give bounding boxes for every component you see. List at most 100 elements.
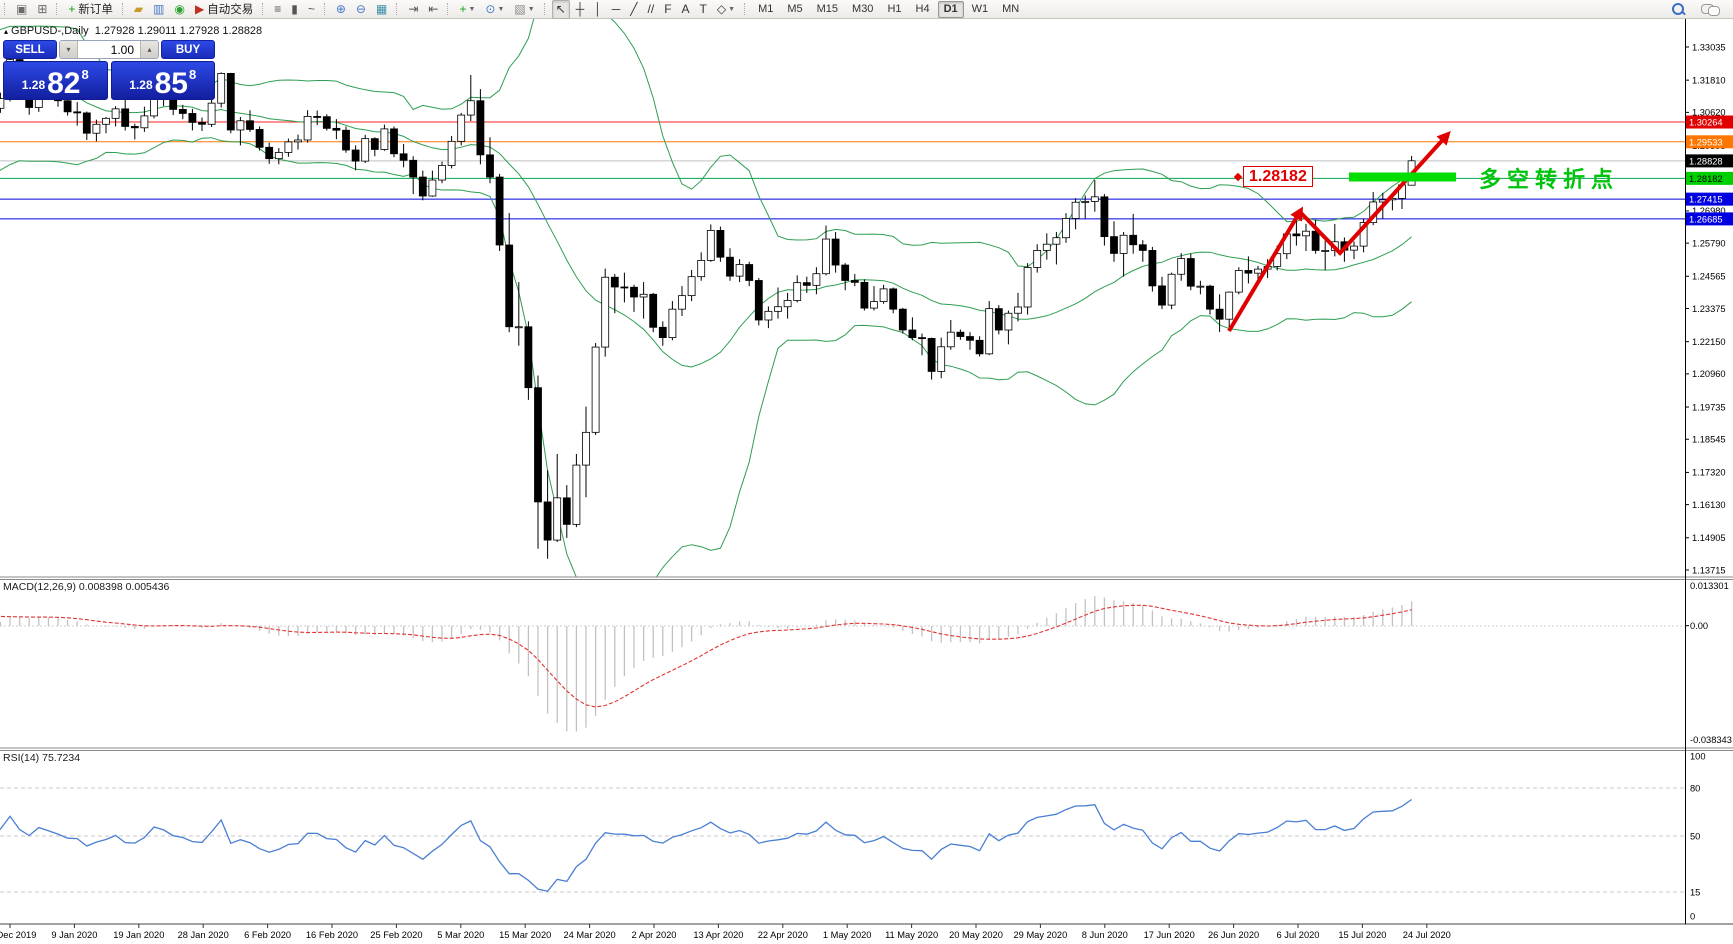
timeframe-m5-button[interactable]: M5 bbox=[787, 2, 803, 15]
periods-button[interactable]: ⊙ ▼ bbox=[481, 0, 508, 19]
ohlc-readout: 1.27928 1.29011 1.27928 1.28828 bbox=[94, 25, 263, 37]
collapse-triangle-icon[interactable]: ▴ bbox=[4, 27, 9, 36]
autotrading-button[interactable]: ▶ 自动交易 bbox=[191, 0, 257, 19]
bullish-candle bbox=[1321, 250, 1330, 252]
timeframe-h4-button[interactable]: H4 bbox=[915, 2, 930, 15]
volume-decrease-button[interactable]: ▾ bbox=[60, 41, 78, 58]
date-axis-label: 8 Jun 2020 bbox=[1082, 930, 1128, 940]
macd-value-signal: 0.005436 bbox=[125, 581, 170, 593]
bullish-candle bbox=[1062, 218, 1070, 239]
candlestick-chart-button[interactable]: ▮ bbox=[287, 0, 302, 19]
bullish-candle bbox=[764, 310, 773, 321]
bullish-candle bbox=[1254, 268, 1262, 274]
price-axis-label: 1.31810 bbox=[1692, 75, 1726, 85]
chart-shift-button[interactable]: ⇤ bbox=[424, 0, 442, 19]
chart-profiles-icon: ⊞ bbox=[37, 2, 48, 16]
bullish-candle bbox=[985, 308, 994, 355]
tile-windows-button[interactable]: ▦ bbox=[372, 0, 391, 19]
bearish-candle bbox=[1100, 196, 1109, 238]
trend-arrow-1[interactable] bbox=[1227, 206, 1304, 333]
rsi-scale-label: 50 bbox=[1690, 831, 1700, 841]
horizontal-line-button[interactable]: ─ bbox=[608, 0, 625, 19]
price-axis-label: 1.23375 bbox=[1692, 304, 1726, 314]
equidistant-channel-button[interactable]: // bbox=[644, 0, 659, 19]
toolbar: ▣ ⊞ + 新订单 ▰ ▥ ◉ ▶ 自动交易 ≡ ▮ ~ ⊕ ⊖ ▦ ⇥ ⇤ + ▼ ⊙ ▼ ▧ ▼ ↖ ┼ │ ─ ╱//F A T ◇ ▼… bbox=[0, 0, 1733, 19]
auto-scroll-button[interactable]: ⇥ bbox=[404, 0, 422, 19]
date-axis-label: 11 May 2020 bbox=[885, 930, 938, 940]
bearish-candle bbox=[486, 154, 494, 178]
bearish-candle bbox=[956, 331, 965, 337]
volume-increase-button[interactable]: ▴ bbox=[140, 41, 158, 58]
bearish-candle bbox=[399, 153, 408, 161]
fibonacci-button[interactable]: F bbox=[660, 0, 675, 19]
new-chart-button[interactable]: ▣ bbox=[12, 0, 31, 19]
autotrading-button-label: 自动交易 bbox=[207, 4, 254, 16]
new-order-button[interactable]: + 新订单 bbox=[64, 0, 117, 19]
bar-chart-button[interactable]: ≡ bbox=[270, 0, 285, 19]
bearish-candle bbox=[505, 244, 514, 328]
one-click-trading-panel: SELL ▾ 1.00 ▴ BUY 1.28 82 8 1.28 85 8 bbox=[3, 40, 215, 100]
buy-price-digits: 85 bbox=[154, 67, 188, 100]
zoom-out-button[interactable]: ⊖ bbox=[352, 0, 370, 19]
date-axis-label: 16 Feb 2020 bbox=[306, 930, 358, 940]
data-window-button[interactable]: ▥ bbox=[149, 0, 168, 19]
cursor-button[interactable]: ↖ bbox=[551, 0, 570, 19]
price-axis-label: 1.26980 bbox=[1692, 206, 1726, 216]
bearish-candle bbox=[188, 113, 197, 123]
bearish-candle bbox=[966, 336, 974, 341]
indicators-button[interactable]: + ▼ bbox=[455, 0, 479, 19]
timeframe-mn-button[interactable]: MN bbox=[1002, 2, 1020, 15]
chevron-down-icon: ▼ bbox=[728, 5, 736, 13]
timeframe-m1-button[interactable]: M1 bbox=[758, 2, 774, 15]
timeframe-m15-button[interactable]: M15 bbox=[816, 2, 839, 15]
sell-price-box[interactable]: 1.28 82 8 bbox=[3, 61, 108, 100]
timeframe-m30-button[interactable]: M30 bbox=[852, 2, 874, 15]
volume-input[interactable]: 1.00 bbox=[110, 42, 134, 57]
arrows-button[interactable]: ◇ ▼ bbox=[713, 0, 739, 19]
date-axis-label: 5 Mar 2020 bbox=[437, 930, 484, 940]
rsi-scale-label: 80 bbox=[1690, 783, 1700, 793]
text-label-button[interactable]: T bbox=[696, 0, 711, 19]
bullish-candle bbox=[687, 276, 696, 297]
bearish-candle bbox=[63, 100, 72, 113]
zoom-in-button[interactable]: ⊕ bbox=[332, 0, 350, 19]
market-watch-button[interactable]: ▰ bbox=[130, 0, 147, 19]
search-icon[interactable] bbox=[1672, 2, 1686, 16]
bearish-candle bbox=[1129, 234, 1138, 246]
bullish-candle bbox=[1090, 196, 1099, 202]
bullish-candle bbox=[639, 293, 648, 298]
text-button[interactable]: A bbox=[678, 0, 694, 19]
date-axis-label: 17 Jun 2020 bbox=[1144, 930, 1195, 940]
bullish-candle bbox=[1119, 234, 1128, 254]
signals-icon: ◉ bbox=[174, 2, 185, 16]
trendline-button[interactable]: ╱ bbox=[626, 0, 641, 19]
new-order-icon: + bbox=[68, 2, 76, 16]
line-chart-button[interactable]: ~ bbox=[304, 0, 319, 19]
crosshair-button[interactable]: ┼ bbox=[572, 0, 589, 19]
bollinger-middle-band bbox=[0, 92, 1412, 368]
chat-icon[interactable] bbox=[1701, 3, 1720, 16]
pivot-annotation-text[interactable]: 多空转折点 bbox=[1479, 167, 1620, 192]
chart-profiles-button[interactable]: ⊞ bbox=[33, 0, 51, 19]
sell-button[interactable]: SELL bbox=[3, 40, 57, 59]
bullish-candle bbox=[783, 300, 792, 308]
indicators-icon: + bbox=[459, 2, 467, 16]
templates-button[interactable]: ▧ ▼ bbox=[510, 0, 538, 19]
date-axis-label: 9 Jan 2020 bbox=[51, 930, 97, 940]
timeframe-w1-button[interactable]: W1 bbox=[971, 2, 989, 15]
bearish-candle bbox=[908, 329, 917, 338]
timeframe-h1-button[interactable]: H1 bbox=[887, 2, 902, 15]
bullish-candle bbox=[591, 346, 600, 433]
vertical-line-button[interactable]: │ bbox=[590, 0, 606, 19]
timeframe-d1-button[interactable]: D1 bbox=[937, 0, 964, 18]
horizontal-line-icon: ─ bbox=[611, 2, 621, 16]
trend-arrow-2[interactable] bbox=[1299, 130, 1451, 256]
bearish-candle bbox=[198, 121, 206, 125]
price-axis-label: 1.24565 bbox=[1692, 272, 1726, 282]
buy-price-box[interactable]: 1.28 85 8 bbox=[110, 61, 215, 100]
pivot-price-callout[interactable]: 1.28182 bbox=[1233, 166, 1313, 187]
bearish-candle bbox=[313, 116, 322, 118]
signals-button[interactable]: ◉ bbox=[171, 0, 189, 19]
buy-button[interactable]: BUY bbox=[161, 40, 215, 59]
bearish-candle bbox=[898, 308, 907, 331]
